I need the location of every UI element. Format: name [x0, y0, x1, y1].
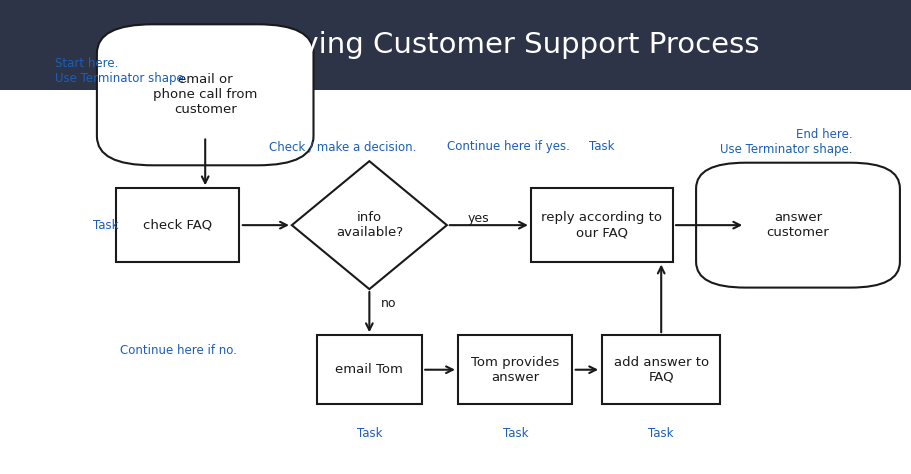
Text: Continue here if yes.: Continue here if yes. [446, 140, 569, 154]
Text: End here.
Use Terminator shape.: End here. Use Terminator shape. [720, 128, 852, 156]
Text: info
available?: info available? [335, 211, 403, 239]
Text: email or
phone call from
customer: email or phone call from customer [153, 73, 257, 116]
Text: Start here.
Use Terminator shape.: Start here. Use Terminator shape. [55, 57, 187, 85]
Bar [530, 188, 672, 262]
Text: Check / make a decision.: Check / make a decision. [269, 140, 416, 154]
Text: Task: Task [502, 427, 527, 440]
Text: reply according to
our FAQ: reply according to our FAQ [541, 211, 661, 239]
Text: Task: Task [589, 140, 614, 154]
Text: Task: Task [93, 219, 118, 232]
Text: Task: Task [648, 427, 673, 440]
Text: answer
customer: answer customer [766, 211, 828, 239]
Text: Task: Task [356, 427, 382, 440]
Polygon shape [292, 161, 446, 289]
FancyBboxPatch shape [97, 24, 313, 165]
Text: email Tom: email Tom [335, 363, 403, 376]
FancyBboxPatch shape [0, 0, 911, 90]
Text: Self-Improving Customer Support Process: Self-Improving Customer Support Process [152, 31, 759, 59]
Text: Continue here if no.: Continue here if no. [120, 344, 237, 357]
Bar [317, 336, 422, 404]
Bar [601, 336, 720, 404]
Bar [117, 188, 239, 262]
FancyBboxPatch shape [695, 163, 899, 288]
Text: Tom provides
answer: Tom provides answer [471, 356, 558, 384]
Text: yes: yes [467, 211, 489, 225]
Bar [457, 336, 572, 404]
Text: add answer to
FAQ: add answer to FAQ [613, 356, 708, 384]
Text: no: no [381, 297, 396, 310]
Text: check FAQ: check FAQ [143, 219, 212, 232]
